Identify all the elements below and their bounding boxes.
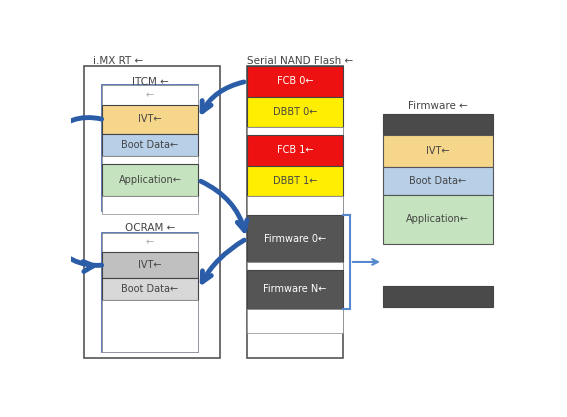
- Text: ←: ←: [146, 90, 154, 100]
- Text: ITCM ←: ITCM ←: [132, 77, 168, 87]
- Bar: [101, 196, 198, 214]
- Bar: [247, 166, 343, 196]
- Text: FCB 1←: FCB 1←: [277, 146, 313, 156]
- Text: DBBT 1←: DBBT 1←: [273, 176, 317, 186]
- Bar: [247, 262, 343, 270]
- Bar: [247, 270, 343, 309]
- Bar: [101, 164, 198, 196]
- Bar: [101, 85, 198, 105]
- Bar: [101, 233, 198, 352]
- Text: ←: ←: [146, 238, 154, 248]
- Bar: [247, 97, 343, 127]
- Bar: [84, 66, 220, 358]
- Text: Firmware 0←: Firmware 0←: [264, 234, 326, 244]
- Text: Boot Data←: Boot Data←: [121, 140, 179, 150]
- Text: Firmware N←: Firmware N←: [263, 284, 327, 294]
- Bar: [101, 156, 198, 164]
- Bar: [101, 301, 198, 352]
- Text: DBBT 0←: DBBT 0←: [273, 107, 317, 117]
- Text: Firmware ←: Firmware ←: [408, 101, 468, 111]
- Bar: [247, 66, 343, 358]
- Bar: [383, 167, 493, 194]
- Text: Boot Data←: Boot Data←: [121, 284, 179, 294]
- Text: i.MX RT ←: i.MX RT ←: [93, 56, 143, 66]
- Text: IVT←: IVT←: [426, 146, 450, 156]
- Bar: [247, 66, 343, 97]
- Text: FCB 0←: FCB 0←: [277, 76, 313, 86]
- Bar: [383, 135, 493, 167]
- Bar: [383, 286, 493, 307]
- Text: OCRAM ←: OCRAM ←: [125, 223, 175, 233]
- Bar: [247, 127, 343, 135]
- Bar: [383, 114, 493, 135]
- Text: Boot Data←: Boot Data←: [409, 176, 466, 186]
- Text: Serial NAND Flash ←: Serial NAND Flash ←: [247, 56, 353, 66]
- Text: Application←: Application←: [119, 175, 181, 185]
- Text: Application←: Application←: [407, 214, 469, 224]
- Bar: [101, 278, 198, 301]
- Bar: [101, 85, 198, 211]
- Bar: [101, 133, 198, 156]
- Text: IVT←: IVT←: [138, 260, 162, 270]
- Text: IVT←: IVT←: [138, 114, 162, 124]
- Bar: [247, 196, 343, 216]
- Bar: [247, 216, 343, 262]
- Bar: [247, 309, 343, 333]
- Bar: [383, 194, 493, 244]
- Bar: [101, 252, 198, 278]
- Bar: [101, 233, 198, 252]
- Bar: [247, 135, 343, 166]
- Bar: [101, 105, 198, 133]
